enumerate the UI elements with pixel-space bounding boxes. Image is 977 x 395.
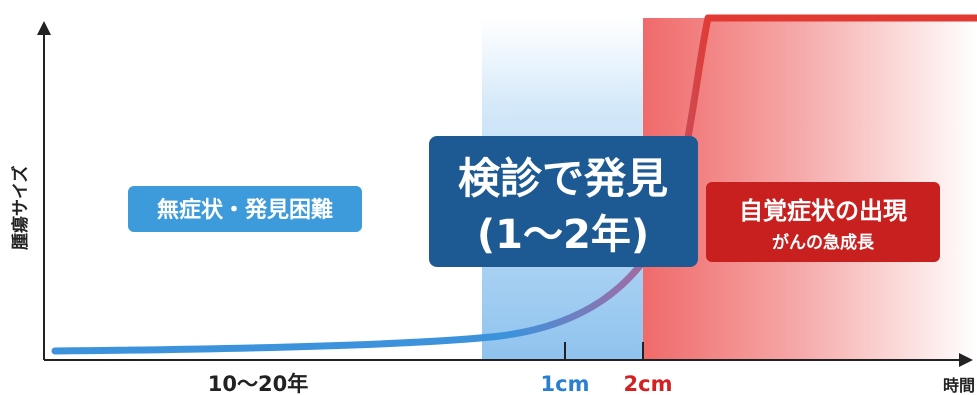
tumor-growth-curve <box>51 14 977 355</box>
symptomatic-subtitle: がんの急成長 <box>772 232 875 253</box>
tick-label-1cm: 1cm <box>541 372 590 395</box>
screening-duration: (1〜2年) <box>477 212 649 258</box>
symptomatic-box <box>706 182 940 262</box>
x-axis-label: 時間 <box>943 376 975 395</box>
screening-box <box>429 136 698 267</box>
y-axis-label: 腫瘍サイズ <box>10 166 31 251</box>
duration-label: 10〜20年 <box>208 372 308 395</box>
tick-label-2cm: 2cm <box>624 372 673 395</box>
asymptomatic-label: 無症状・発見困難 <box>157 197 333 223</box>
symptomatic-title: 自覚症状の出現 <box>739 197 907 225</box>
screening-title: 検診で発見 <box>458 154 668 203</box>
asymptomatic-box <box>128 186 362 232</box>
